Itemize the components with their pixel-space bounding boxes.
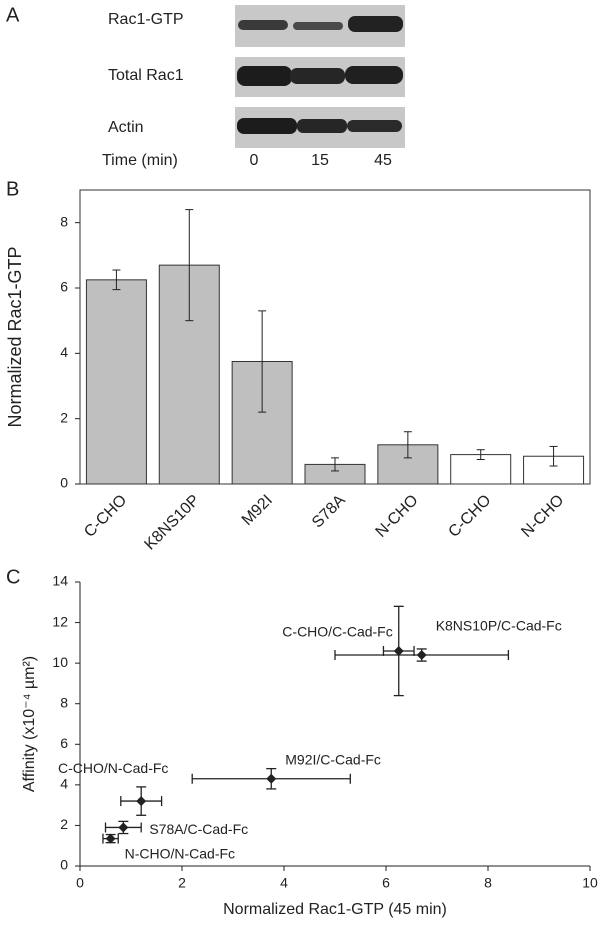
error-bar [258, 310, 267, 413]
x-tick-label: K8NS10P [141, 492, 203, 554]
blots [235, 5, 405, 148]
error-bar [185, 209, 194, 322]
point [118, 822, 129, 833]
point [393, 645, 404, 656]
y-tick-label: 10 [52, 654, 68, 670]
point-label: M92I/C-Cad-Fc [285, 751, 381, 767]
panel-label: B [6, 178, 19, 200]
y-tick-label: 14 [52, 573, 68, 589]
x-tick-label: 10 [582, 875, 598, 891]
x-tick-label: 0 [76, 875, 84, 891]
x-tick-label: 4 [280, 875, 288, 891]
x-tick-label: M92I [239, 492, 276, 529]
x-tick-label: 6 [382, 875, 390, 891]
x-tick-label: C-CHO [81, 492, 130, 541]
time-value: 15 [311, 152, 329, 169]
point [266, 773, 277, 784]
x-tick-label: C-CHO [445, 492, 494, 541]
x-tick-label: 8 [484, 875, 492, 891]
x-tick-label: N-CHO [373, 492, 422, 541]
y-tick-label: 8 [60, 694, 68, 710]
x-tick-label: N-CHO [518, 492, 567, 541]
error-bar [549, 445, 558, 467]
blot-label: Rac1-GTP [108, 11, 184, 28]
y-tick-label: 6 [60, 735, 68, 751]
y-tick-label: 0 [60, 857, 68, 873]
y-tick-label: 4 [60, 776, 68, 792]
point-label: S78A/C-Cad-Fc [149, 821, 248, 837]
y-tick-label: 2 [60, 409, 68, 425]
point [136, 796, 147, 807]
y-tick-label: 4 [60, 344, 68, 360]
error-bar [403, 431, 412, 459]
x-axis-label: Normalized Rac1-GTP (45 min) [223, 901, 447, 918]
point-label: C-CHO/N-Cad-Fc [58, 760, 168, 776]
time-label: Time (min) [102, 152, 178, 169]
y-tick-label: 2 [60, 816, 68, 832]
point-label: C-CHO/C-Cad-Fc [282, 624, 392, 640]
y-tick-label: 0 [60, 475, 68, 491]
error-bar [476, 449, 485, 460]
error-bar [112, 269, 121, 291]
point-label: K8NS10P/C-Cad-Fc [436, 618, 562, 634]
y-tick-label: 6 [60, 279, 68, 295]
point [105, 833, 116, 844]
blot-label: Actin [108, 119, 144, 136]
time-value: 0 [250, 152, 259, 169]
bar [85, 279, 147, 485]
y-axis-label: Affinity (x10⁻⁴ µm²) [21, 656, 38, 792]
point-label: N-CHO/N-Cad-Fc [125, 845, 235, 861]
error-bar [331, 457, 339, 472]
panel-label: C [6, 566, 20, 588]
panel-label: A [6, 4, 20, 26]
y-tick-label: 12 [52, 613, 68, 629]
y-axis-label: Normalized Rac1-GTP [5, 246, 25, 427]
x-tick-label: S78A [309, 492, 349, 532]
point [416, 650, 427, 661]
plot-frame [79, 189, 591, 485]
blot-label: Total Rac1 [108, 67, 184, 84]
x-tick-label: 2 [178, 875, 186, 891]
y-tick-label: 8 [60, 213, 68, 229]
time-value: 45 [374, 152, 392, 169]
